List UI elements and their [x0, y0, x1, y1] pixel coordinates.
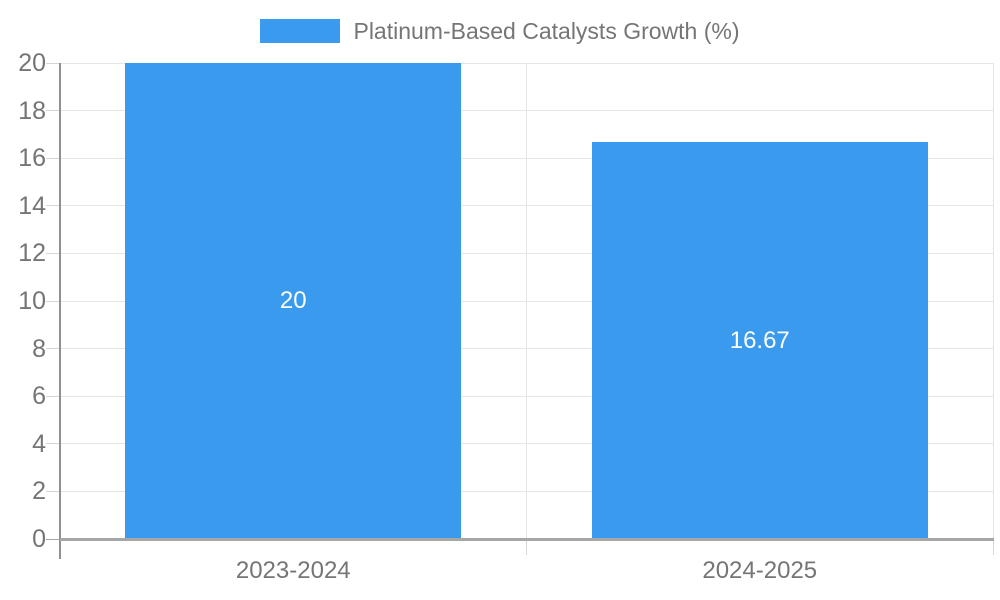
y-axis-line [58, 63, 61, 559]
y-axis-label: 16 [18, 144, 46, 173]
y-axis-tick [46, 490, 60, 492]
y-axis-tick [46, 62, 60, 64]
bar-value-label: 16.67 [729, 326, 790, 354]
x-axis-tick [526, 539, 527, 555]
gridline-vertical [526, 63, 527, 539]
y-axis-label: 10 [18, 287, 46, 315]
y-axis-tick [46, 300, 60, 302]
y-axis-tick [46, 395, 60, 397]
bar-value-label: 20 [279, 287, 307, 314]
x-axis-label: 2024-2025 [702, 557, 818, 584]
y-axis-label: 14 [18, 191, 46, 220]
y-axis-tick [46, 157, 60, 159]
y-axis-tick [46, 205, 60, 207]
x-axis-line [60, 537, 994, 541]
y-axis-label: 8 [32, 334, 46, 363]
y-axis-label: 18 [18, 96, 46, 125]
y-axis-label: 4 [32, 429, 46, 458]
y-axis-label: 12 [18, 239, 46, 268]
y-axis-label: 6 [32, 382, 46, 411]
y-axis-tick [46, 110, 60, 112]
y-axis-tick [46, 443, 60, 445]
chart-legend[interactable]: Platinum-Based Catalysts Growth (%) [0, 19, 1000, 43]
bar-2024-2025[interactable] [591, 142, 928, 539]
y-axis-label: 2 [32, 477, 46, 506]
x-axis-tick [992, 539, 994, 555]
y-axis-tick [46, 252, 60, 254]
x-axis-label: 2023-2024 [235, 557, 351, 584]
gridline-vertical [992, 63, 994, 539]
y-axis-tick [46, 538, 60, 540]
y-axis-label: 20 [18, 49, 46, 77]
y-axis-label: 0 [32, 525, 46, 553]
legend-label: Platinum-Based Catalysts Growth (%) [353, 18, 740, 44]
y-axis-tick [46, 348, 60, 350]
bar-2023-2024[interactable] [125, 63, 462, 539]
legend-swatch [260, 19, 341, 43]
